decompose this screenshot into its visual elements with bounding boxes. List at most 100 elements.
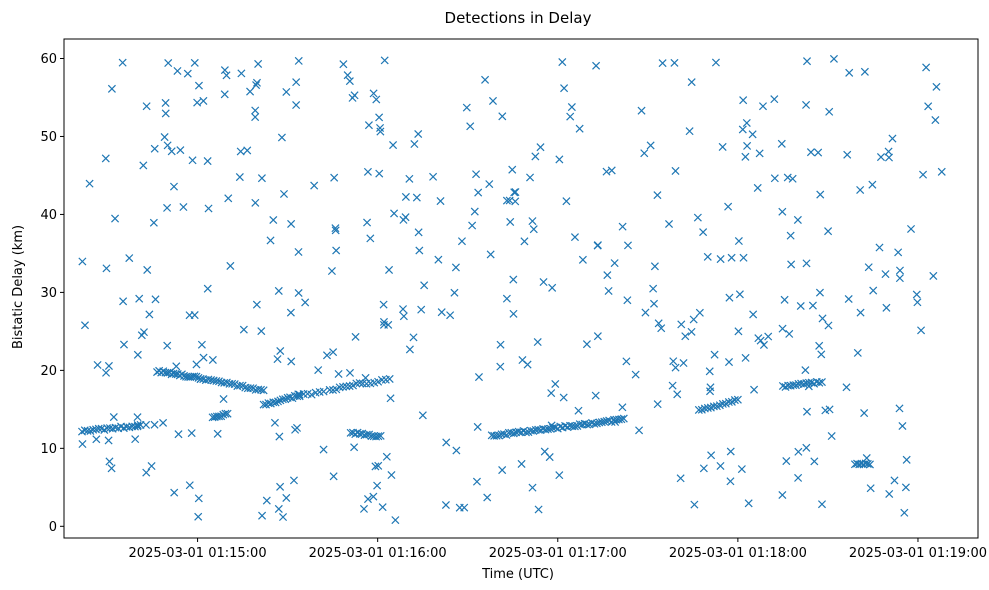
data-point [346, 428, 355, 437]
data-point [163, 203, 172, 212]
data-point [866, 484, 875, 493]
y-axis-label: Bistatic Delay (km) [11, 225, 26, 349]
data-point [825, 107, 834, 116]
data-point [212, 376, 221, 386]
data-point [199, 353, 208, 362]
data-point [188, 156, 197, 165]
data-point [673, 390, 682, 399]
data-point [390, 209, 399, 218]
data-point [220, 66, 229, 75]
data-point [623, 241, 632, 250]
data-point [139, 328, 148, 337]
data-point [694, 405, 703, 414]
data-point [758, 102, 768, 111]
data-point [338, 382, 348, 391]
data-point [133, 422, 142, 431]
plot-area [77, 54, 946, 525]
data-point [492, 431, 501, 440]
data-point [429, 172, 438, 181]
data-point [118, 58, 127, 67]
data-point [509, 309, 518, 318]
data-point [78, 439, 87, 449]
data-point [262, 496, 271, 505]
data-point [796, 301, 805, 311]
data-point [420, 281, 429, 290]
data-point [689, 315, 698, 324]
data-point [319, 387, 328, 396]
data-point [352, 379, 361, 388]
data-point [414, 129, 423, 139]
data-point [208, 355, 217, 364]
data-point [575, 124, 584, 133]
data-point [783, 173, 792, 182]
data-point [399, 215, 408, 224]
data-point [473, 422, 482, 431]
data-point [363, 167, 372, 176]
data-point [570, 422, 579, 431]
data-point [187, 429, 196, 438]
data-point [474, 188, 483, 197]
data-point [670, 58, 679, 67]
data-point [802, 259, 811, 268]
data-point [560, 84, 569, 93]
data-point [378, 503, 387, 512]
data-point [508, 165, 517, 174]
data-point [726, 477, 735, 486]
data-point [277, 133, 286, 142]
data-point [635, 426, 644, 435]
data-point [251, 198, 260, 207]
data-point [331, 226, 340, 235]
data-point [521, 428, 530, 437]
data-point [754, 334, 763, 343]
data-point [252, 300, 261, 309]
data-point [802, 57, 812, 66]
data-point [929, 271, 938, 280]
data-point [474, 373, 483, 382]
data-point [258, 511, 267, 520]
data-point [193, 98, 202, 107]
data-point [788, 174, 797, 183]
data-point [539, 278, 548, 287]
data-point [275, 432, 284, 441]
data-point [399, 312, 408, 321]
data-point [274, 504, 283, 513]
data-point [782, 457, 791, 466]
data-point [869, 286, 878, 295]
data-point [329, 472, 338, 481]
data-point [574, 406, 583, 415]
data-point [294, 247, 303, 257]
data-point [485, 180, 494, 189]
data-point [455, 503, 464, 512]
data-point [462, 103, 471, 112]
data-point [856, 308, 865, 317]
data-point [282, 493, 291, 502]
data-point [888, 134, 897, 143]
data-point [759, 340, 768, 349]
x-tick-label: 2025-03-01 01:18:00 [669, 546, 807, 561]
data-point [793, 215, 802, 224]
data-point [259, 386, 268, 395]
data-point [742, 118, 751, 127]
data-point [653, 191, 662, 200]
data-point [739, 96, 748, 105]
data-point [498, 112, 507, 121]
data-point [369, 89, 378, 98]
data-point [259, 400, 268, 409]
data-point [902, 455, 911, 464]
data-point [919, 170, 928, 179]
data-point [502, 196, 511, 205]
data-point [237, 69, 246, 78]
data-point [547, 389, 556, 398]
data-point [671, 166, 680, 175]
data-point [372, 95, 381, 104]
data-point [739, 253, 748, 262]
data-point [737, 465, 746, 474]
data-point [169, 182, 179, 191]
data-point [844, 294, 853, 304]
data-point [119, 297, 128, 306]
data-point [376, 431, 385, 440]
data-point [133, 350, 142, 359]
data-point [726, 447, 735, 456]
data-point [555, 155, 564, 164]
data-point [794, 473, 803, 482]
